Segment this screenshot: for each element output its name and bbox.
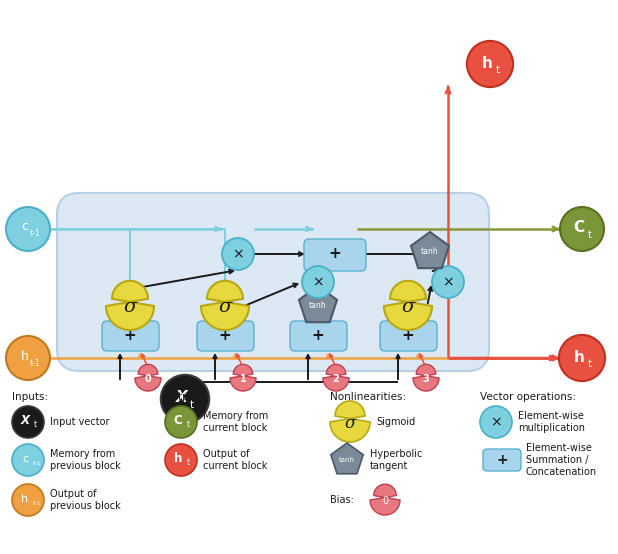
Text: Sigmoid: Sigmoid: [376, 417, 415, 427]
Text: Input vector: Input vector: [50, 417, 109, 427]
Polygon shape: [135, 365, 161, 391]
FancyBboxPatch shape: [380, 321, 437, 351]
Text: X: X: [176, 391, 188, 406]
Text: t: t: [190, 400, 194, 410]
Text: h: h: [22, 494, 28, 504]
Text: 2: 2: [332, 374, 339, 384]
Text: h: h: [481, 55, 493, 70]
Text: X: X: [20, 414, 30, 428]
Text: ×: ×: [490, 415, 502, 429]
Text: t-1: t-1: [30, 229, 40, 239]
Text: Output of
previous block: Output of previous block: [50, 489, 121, 511]
Circle shape: [560, 207, 604, 251]
Circle shape: [222, 238, 254, 270]
Text: Nonlinearities:: Nonlinearities:: [330, 392, 406, 402]
Text: C: C: [174, 414, 182, 428]
FancyBboxPatch shape: [102, 321, 159, 351]
Text: h: h: [21, 350, 29, 362]
Polygon shape: [411, 232, 449, 268]
FancyBboxPatch shape: [197, 321, 254, 351]
Circle shape: [12, 444, 44, 476]
Text: Element-wise
Summation /
Concatenation: Element-wise Summation / Concatenation: [526, 443, 597, 476]
Text: t: t: [187, 420, 190, 429]
Text: t: t: [588, 359, 592, 369]
Text: ×: ×: [442, 275, 454, 289]
FancyBboxPatch shape: [290, 321, 347, 351]
Circle shape: [12, 484, 44, 516]
Circle shape: [559, 335, 605, 381]
Circle shape: [165, 406, 197, 438]
Circle shape: [161, 375, 210, 423]
Text: t: t: [588, 230, 592, 240]
Text: t-1: t-1: [30, 358, 40, 367]
Text: outputs:: outputs:: [165, 392, 209, 402]
FancyBboxPatch shape: [483, 449, 521, 471]
Text: t-1: t-1: [33, 461, 41, 466]
Text: t: t: [34, 420, 37, 429]
Text: σ: σ: [124, 298, 137, 316]
Text: t: t: [187, 458, 190, 467]
Circle shape: [12, 406, 44, 438]
Circle shape: [302, 266, 334, 298]
Text: c: c: [22, 220, 28, 233]
Text: +: +: [329, 247, 341, 261]
Polygon shape: [201, 281, 249, 330]
Circle shape: [467, 41, 513, 87]
Polygon shape: [106, 281, 154, 330]
Circle shape: [6, 207, 50, 251]
Circle shape: [480, 406, 512, 438]
Text: ×: ×: [232, 247, 244, 261]
Text: h: h: [174, 453, 182, 465]
Text: Inputs:: Inputs:: [12, 392, 48, 402]
Text: +: +: [311, 329, 324, 343]
Text: Vector operations:: Vector operations:: [480, 392, 576, 402]
Text: tanh: tanh: [421, 248, 439, 257]
Text: σ: σ: [218, 298, 232, 316]
Text: +: +: [402, 329, 415, 343]
Text: ×: ×: [312, 275, 324, 289]
Text: t-1: t-1: [33, 501, 41, 506]
Text: t: t: [496, 65, 500, 75]
Polygon shape: [413, 365, 439, 391]
Text: σ: σ: [401, 298, 415, 316]
Circle shape: [165, 444, 197, 476]
Polygon shape: [323, 365, 349, 391]
Circle shape: [432, 266, 464, 298]
Text: +: +: [219, 329, 231, 343]
Polygon shape: [330, 401, 370, 442]
Polygon shape: [230, 365, 256, 391]
Text: tanh: tanh: [339, 457, 355, 463]
Text: Memory from
previous block: Memory from previous block: [50, 449, 121, 471]
Text: 1: 1: [240, 374, 247, 384]
Text: tanh: tanh: [309, 301, 327, 310]
Polygon shape: [384, 281, 432, 330]
Polygon shape: [331, 443, 363, 474]
Text: Hyperbolic
tangent: Hyperbolic tangent: [370, 449, 422, 471]
Text: Bias:: Bias:: [330, 495, 354, 505]
FancyBboxPatch shape: [304, 239, 366, 271]
Text: c: c: [22, 454, 28, 464]
Text: σ: σ: [344, 414, 356, 432]
Polygon shape: [370, 484, 400, 515]
Polygon shape: [299, 286, 337, 322]
Text: Memory from
current block: Memory from current block: [203, 411, 268, 433]
Text: 0: 0: [382, 496, 388, 506]
Text: 3: 3: [423, 374, 430, 384]
Text: 0: 0: [145, 374, 151, 384]
Text: Output of
current block: Output of current block: [203, 449, 268, 471]
FancyBboxPatch shape: [57, 193, 489, 371]
Text: +: +: [496, 453, 508, 467]
Text: Element-wise
multiplication: Element-wise multiplication: [518, 411, 585, 433]
Text: C: C: [574, 220, 585, 235]
Circle shape: [6, 336, 50, 380]
Text: h: h: [574, 350, 585, 365]
Text: +: +: [124, 329, 137, 343]
